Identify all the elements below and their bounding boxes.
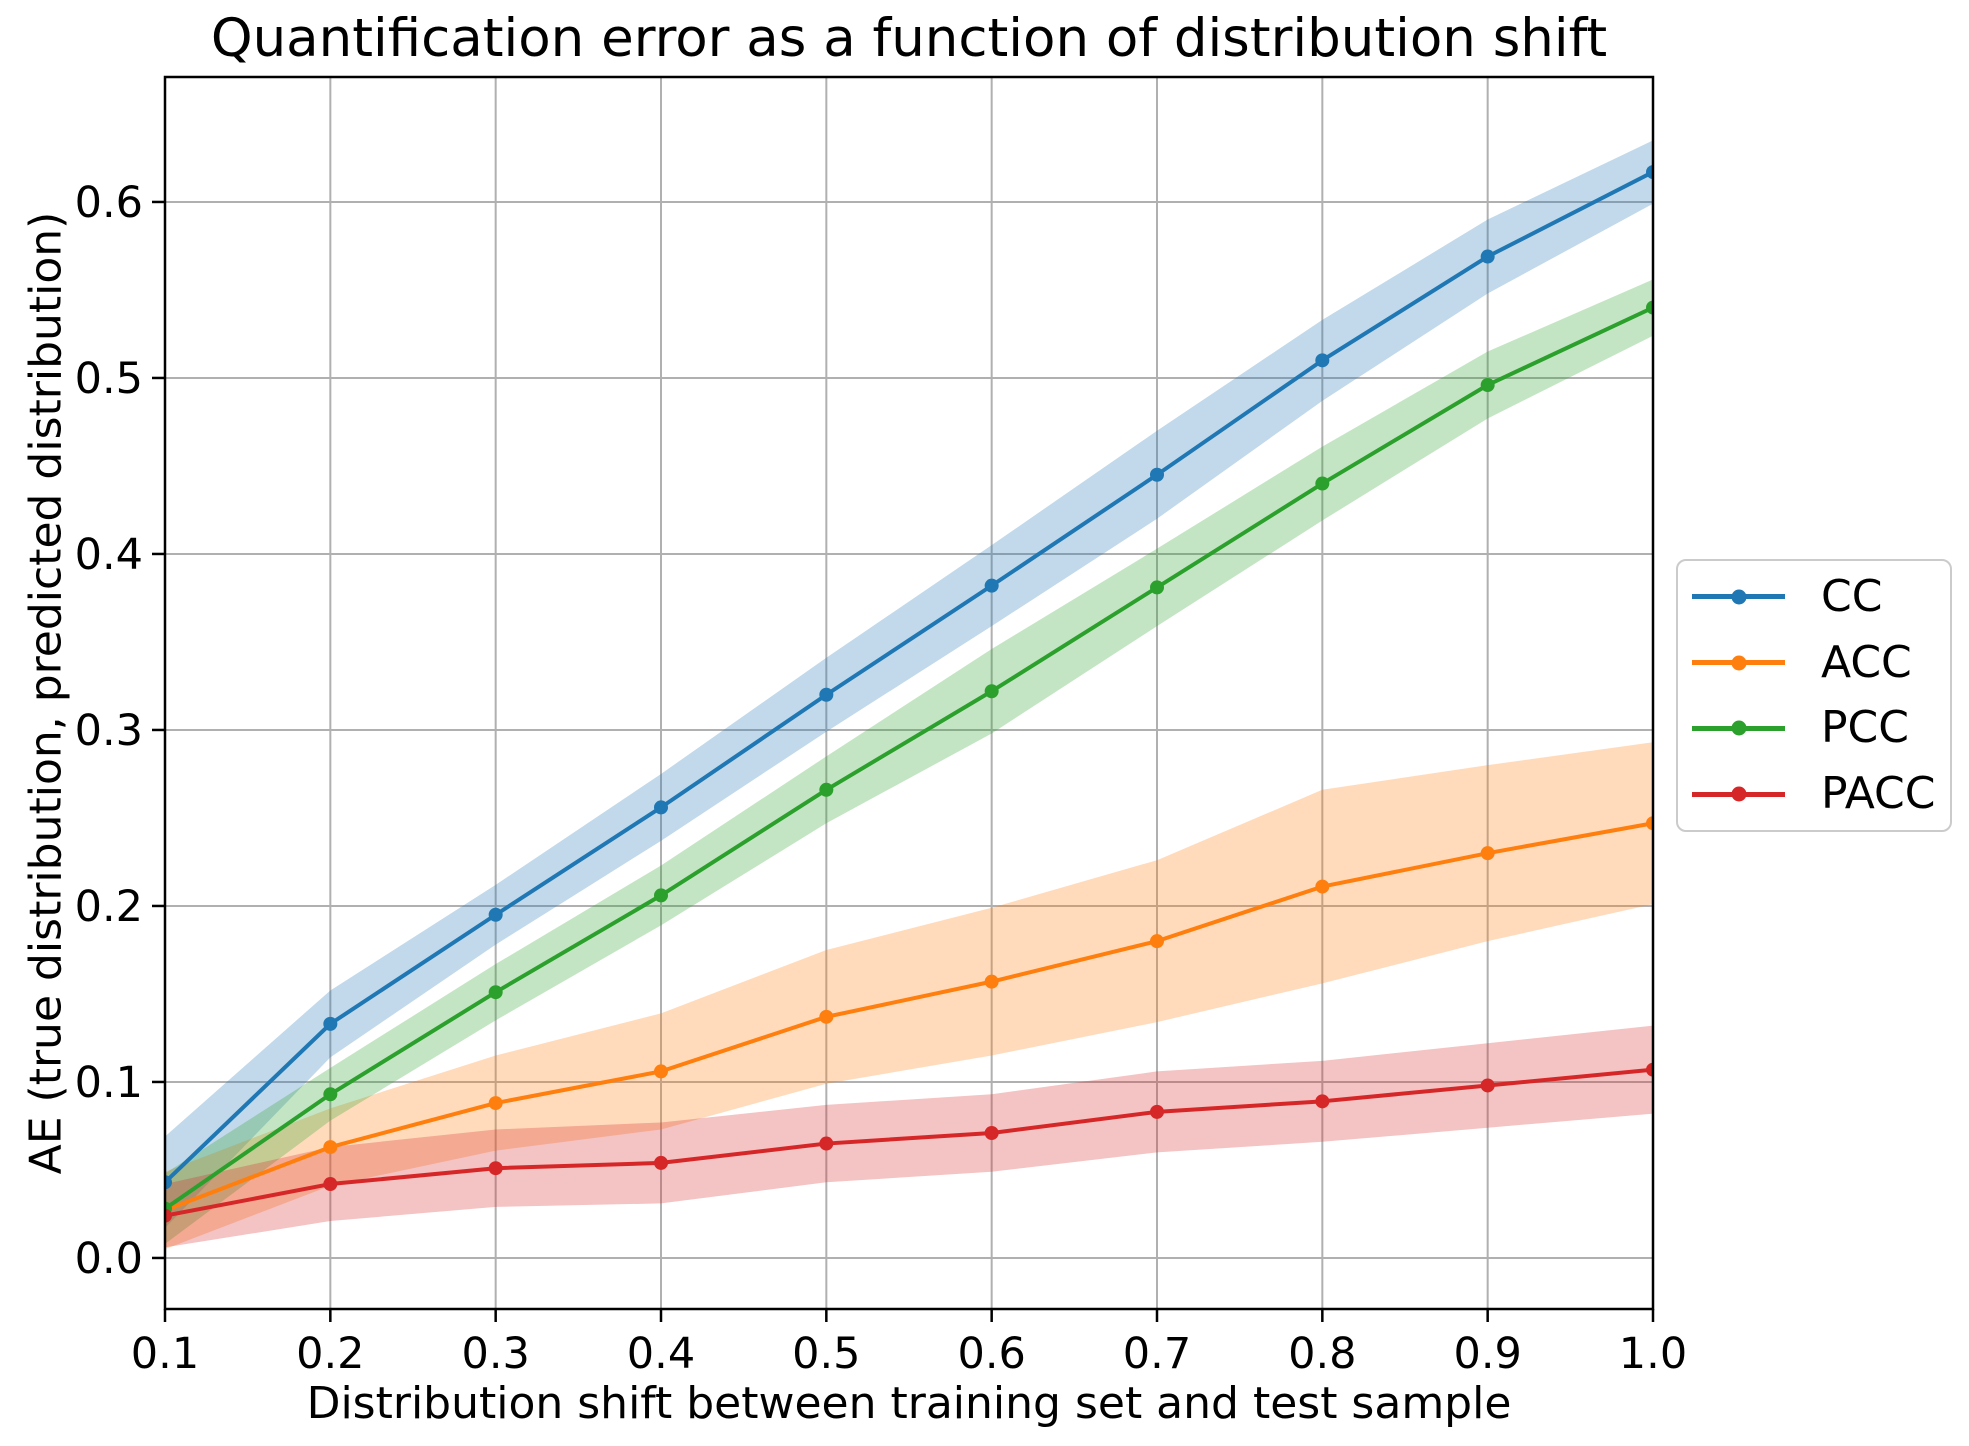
series-marker-PACC — [1646, 1062, 1653, 1077]
y-tick-label: 0.0 — [75, 1234, 143, 1284]
legend-marker-dot — [1731, 786, 1746, 802]
series-marker-CC — [488, 907, 503, 922]
series-marker-ACC — [488, 1096, 503, 1111]
legend-item-PCC: PCC — [1678, 696, 1950, 760]
x-tick-label: 0.3 — [461, 1329, 529, 1379]
series-marker-CC — [1646, 165, 1653, 180]
series-marker-PCC — [819, 782, 834, 797]
legend-label: ACC — [1821, 636, 1912, 688]
y-tick-label: 0.5 — [75, 354, 143, 404]
series-marker-PACC — [654, 1155, 668, 1170]
legend-label: PACC — [1821, 768, 1936, 820]
legend-label: PCC — [1821, 702, 1909, 754]
legend-item-CC: CC — [1678, 565, 1950, 629]
x-tick-label: 0.6 — [957, 1329, 1025, 1379]
x-tick-label: 0.8 — [1288, 1329, 1356, 1379]
y-tick-label: 0.2 — [75, 882, 143, 932]
series-marker-PACC — [1480, 1078, 1495, 1093]
series-marker-PACC — [488, 1161, 503, 1176]
series-marker-PACC — [165, 1208, 172, 1223]
legend-item-PACC: PACC — [1678, 762, 1950, 826]
series-marker-CC — [165, 1175, 172, 1190]
x-tick-label: 0.5 — [792, 1329, 860, 1379]
legend: CC ACC PCC PACC — [1676, 559, 1952, 832]
legend-marker-dot — [1731, 589, 1746, 605]
y-tick-label: 0.6 — [75, 178, 143, 228]
x-tick-label: 0.7 — [1123, 1329, 1191, 1379]
series-marker-PCC — [1315, 476, 1330, 491]
legend-label: CC — [1821, 570, 1883, 622]
confidence-band-ACC — [165, 742, 1653, 1250]
series-marker-PCC — [488, 985, 503, 1000]
axes-spines — [163, 75, 1655, 1311]
series-marker-PCC — [984, 684, 999, 699]
series-marker-CC — [1480, 249, 1495, 264]
series-marker-PACC — [1315, 1094, 1330, 1109]
series-marker-CC — [1315, 353, 1330, 368]
x-tick-label: 0.1 — [131, 1329, 199, 1379]
series-marker-ACC — [654, 1064, 668, 1079]
confidence-band-PCC — [165, 279, 1653, 1244]
series-line-ACC — [165, 821, 1653, 1213]
confidence-band-CC — [165, 140, 1653, 1229]
series-marker-CC — [819, 687, 834, 702]
series-marker-CC — [654, 800, 668, 815]
x-tick-label: 0.4 — [627, 1329, 695, 1379]
series-marker-ACC — [323, 1140, 338, 1155]
series-marker-PACC — [819, 1136, 834, 1151]
series-line-PACC — [165, 1067, 1653, 1218]
series-marker-ACC — [1480, 846, 1495, 861]
series-marker-ACC — [1646, 816, 1653, 831]
series-marker-CC — [323, 1016, 338, 1031]
legend-line-sample — [1692, 589, 1785, 605]
series-marker-PCC — [1480, 378, 1495, 392]
series-marker-PACC — [1150, 1104, 1164, 1119]
y-tick-label: 0.4 — [75, 530, 143, 580]
series-marker-PCC — [1150, 580, 1164, 595]
legend-marker-dot — [1731, 720, 1746, 736]
chart-title: Quantification error as a function of di… — [210, 8, 1608, 69]
series-marker-PCC — [654, 888, 668, 903]
y-tick-label: 0.3 — [75, 706, 143, 756]
series-marker-CC — [1150, 467, 1164, 482]
x-axis-label: Distribution shift between training set … — [306, 1378, 1512, 1429]
series-line-PCC — [165, 305, 1653, 1211]
legend-line-sample — [1692, 786, 1785, 802]
legend-marker-dot — [1731, 655, 1746, 671]
x-tick-label: 0.2 — [296, 1329, 364, 1379]
series-marker-PCC — [323, 1087, 338, 1102]
series-marker-ACC — [984, 974, 999, 989]
legend-item-ACC: ACC — [1678, 631, 1950, 695]
legend-line-sample — [1692, 720, 1785, 736]
series-marker-PCC — [1646, 300, 1653, 315]
x-tick-label: 0.9 — [1453, 1329, 1521, 1379]
legend-line-sample — [1692, 655, 1785, 671]
x-tick-label: 1.0 — [1619, 1329, 1687, 1379]
series-marker-PACC — [984, 1126, 999, 1140]
y-tick-label: 0.1 — [75, 1058, 143, 1108]
series-marker-ACC — [1315, 879, 1330, 894]
series-marker-ACC — [1150, 934, 1164, 949]
series-marker-CC — [984, 578, 999, 593]
series-marker-ACC — [819, 1009, 834, 1024]
series-marker-PACC — [323, 1177, 338, 1192]
series-line-CC — [165, 170, 1653, 1185]
